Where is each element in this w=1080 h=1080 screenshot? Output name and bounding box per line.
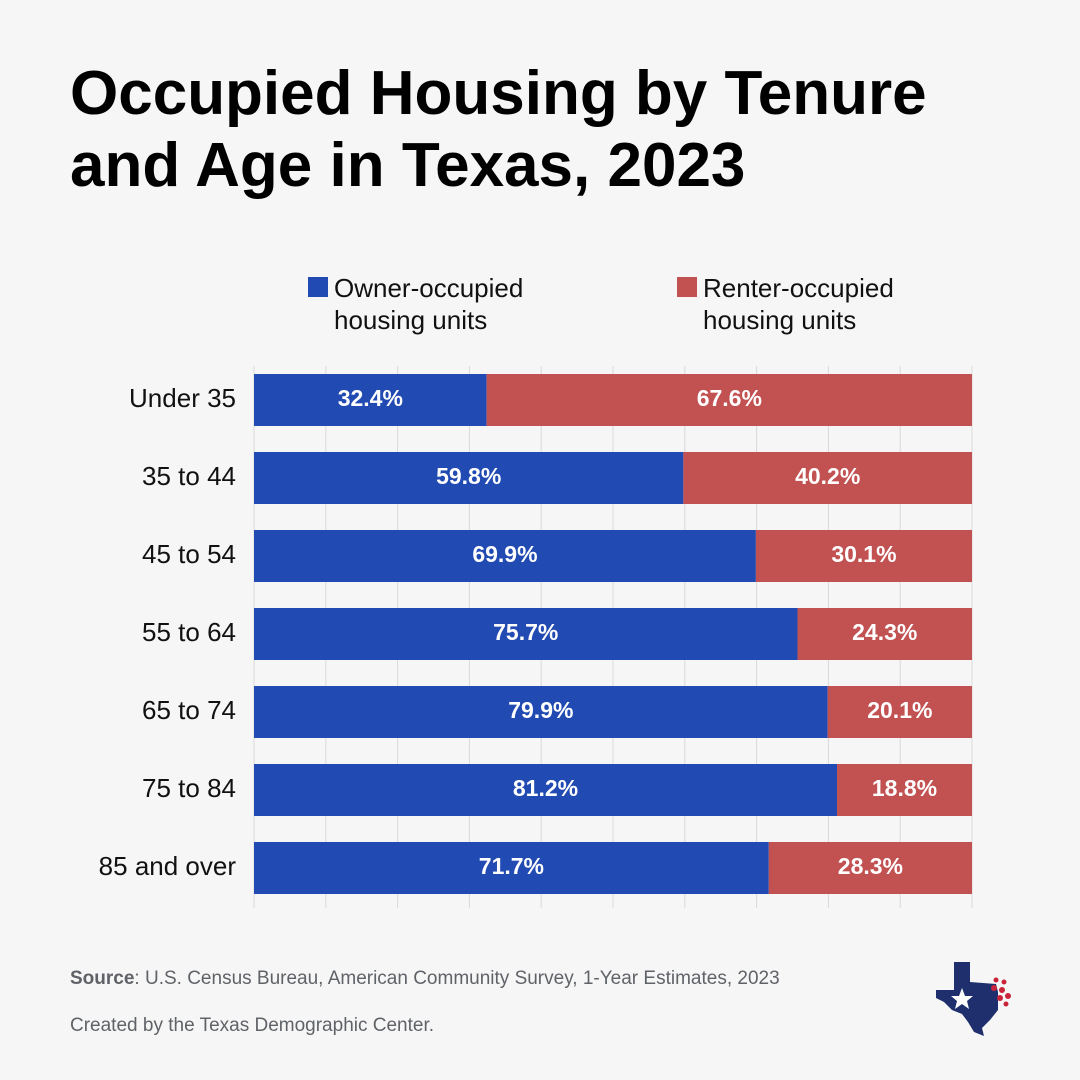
bar-renter xyxy=(837,764,972,816)
bar-owner xyxy=(254,686,828,738)
data-label-owner: 69.9% xyxy=(472,541,537,567)
data-label-renter: 24.3% xyxy=(852,619,917,645)
data-label-owner: 81.2% xyxy=(513,775,578,801)
legend-swatch-renter xyxy=(677,277,697,297)
category-label: 45 to 54 xyxy=(142,539,236,569)
bar-renter xyxy=(768,842,972,894)
bar-owner xyxy=(254,764,838,816)
legend-item-owner: Owner-occupied housing units xyxy=(308,272,574,336)
bar-renter xyxy=(827,686,972,738)
category-label: 55 to 64 xyxy=(142,617,236,647)
bar-owner xyxy=(254,452,684,504)
bar-renter xyxy=(797,608,972,660)
legend-label-renter: Renter-occupied housing units xyxy=(703,273,894,335)
legend-label-owner: Owner-occupied housing units xyxy=(334,273,524,335)
bar-owner xyxy=(254,530,756,582)
data-label-renter: 18.8% xyxy=(872,775,937,801)
chart-title: Occupied Housing by Tenure and Age in Te… xyxy=(70,59,927,200)
source-note: Source: U.S. Census Bureau, American Com… xyxy=(70,966,780,992)
data-label-renter: 30.1% xyxy=(831,541,896,567)
bar-renter xyxy=(755,530,972,582)
data-label-owner: 59.8% xyxy=(436,463,501,489)
category-label: 85 and over xyxy=(99,851,237,881)
credit-note: Created by the Texas Demographic Center. xyxy=(70,1015,435,1036)
legend-item-renter: Renter-occupied housing units xyxy=(677,272,943,336)
category-label: 35 to 44 xyxy=(142,461,236,491)
data-label-renter: 67.6% xyxy=(697,385,762,411)
category-label: Under 35 xyxy=(129,383,236,413)
bar-owner xyxy=(254,608,798,660)
texas-star-logo-icon xyxy=(936,962,1011,1036)
data-label-renter: 40.2% xyxy=(795,463,860,489)
legend-swatch-owner xyxy=(308,277,328,297)
bar-renter xyxy=(486,374,972,426)
data-label-owner: 32.4% xyxy=(338,385,403,411)
bar-owner xyxy=(254,842,769,894)
source-label: Source xyxy=(70,968,135,989)
data-label-owner: 79.9% xyxy=(508,697,573,723)
data-label-renter: 28.3% xyxy=(838,853,903,879)
category-label: 65 to 74 xyxy=(142,695,236,725)
category-label: 75 to 84 xyxy=(142,773,236,803)
bar-owner xyxy=(254,374,487,426)
data-label-owner: 75.7% xyxy=(493,619,558,645)
bar-renter xyxy=(683,452,972,504)
data-label-owner: 71.7% xyxy=(479,853,544,879)
bars: Under 35 32.4% 67.6% 35 to 44 59.8% 40.2% 45 t… xyxy=(99,374,972,894)
source-text: : U.S. Census Bureau, American Community… xyxy=(134,968,780,989)
data-label-renter: 20.1% xyxy=(867,697,932,723)
